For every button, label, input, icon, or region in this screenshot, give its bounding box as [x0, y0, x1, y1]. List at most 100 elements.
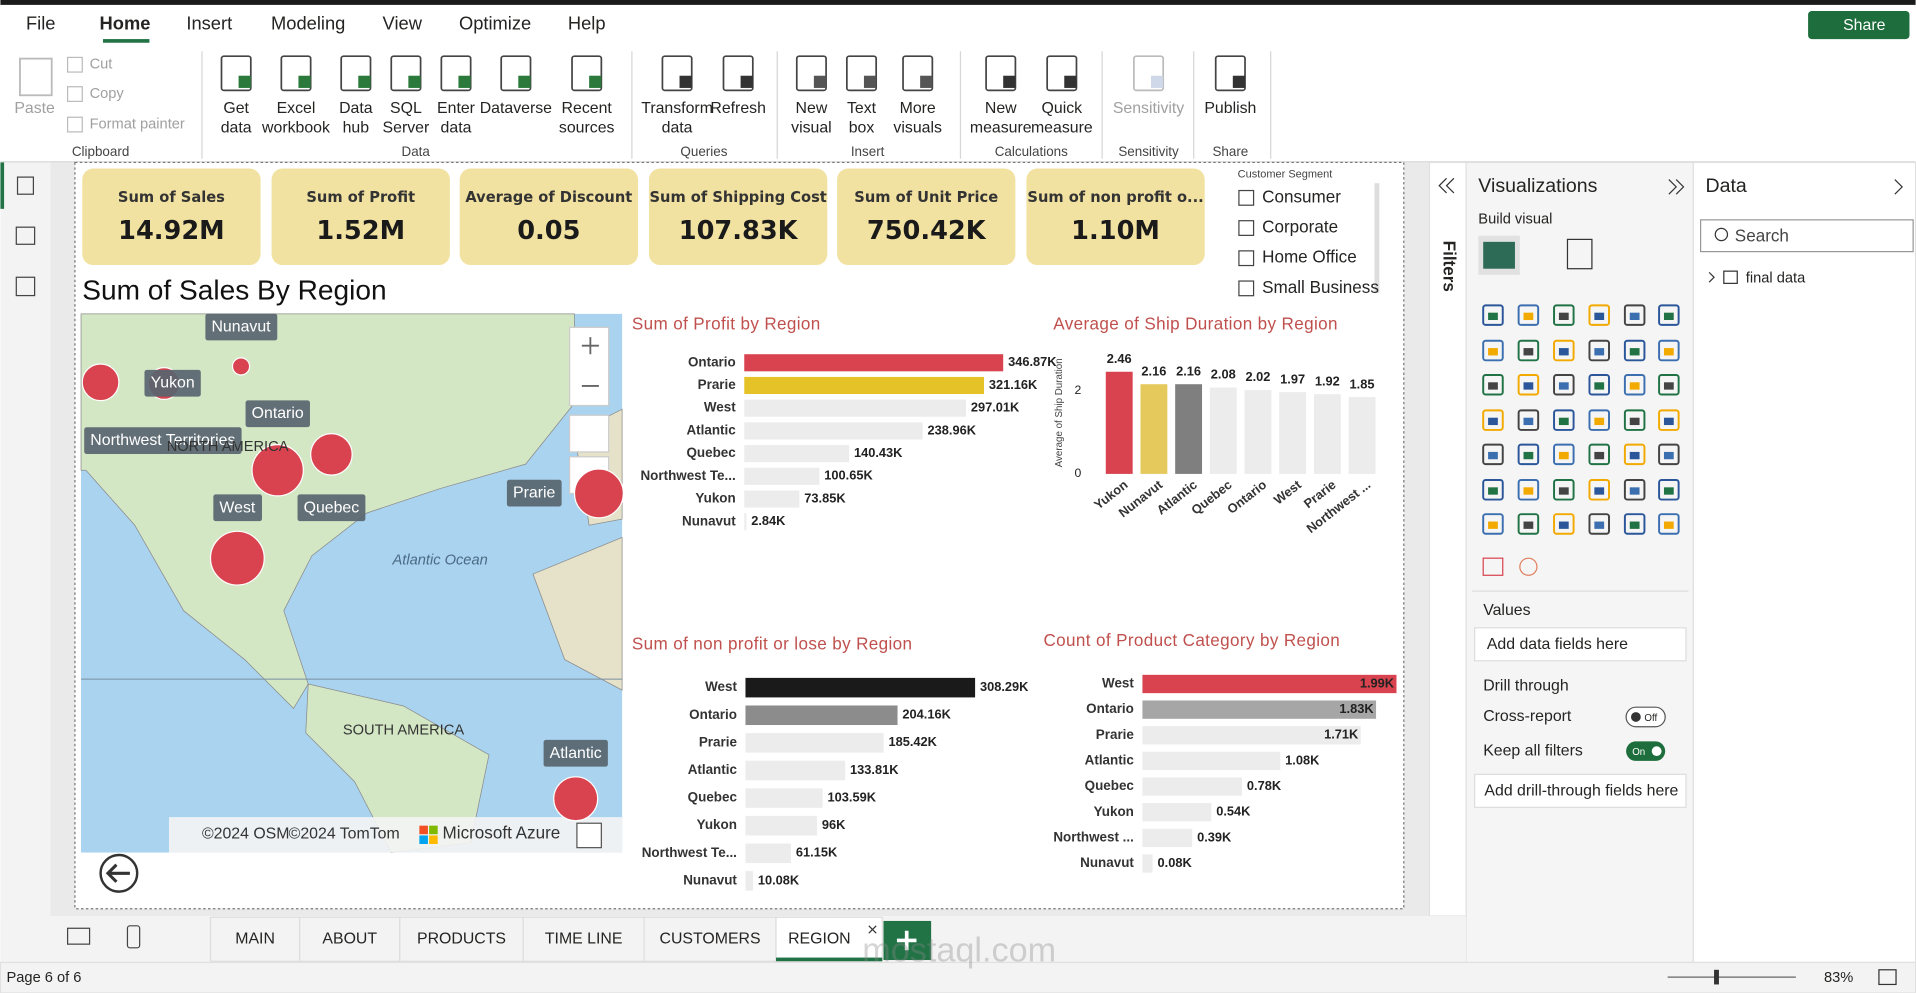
map-bubble[interactable]: [231, 357, 251, 376]
visual-type-icon[interactable]: [1519, 557, 1538, 576]
map-bubble[interactable]: [573, 468, 624, 519]
checkbox[interactable]: [1238, 250, 1255, 267]
checkbox[interactable]: [1238, 220, 1255, 236]
ribbon-button[interactable]: New: [985, 100, 1017, 117]
visual-type-icon[interactable]: [1517, 443, 1540, 466]
bar[interactable]: [745, 677, 976, 698]
ribbon-button[interactable]: data: [441, 119, 472, 136]
visual-type-icon[interactable]: [1482, 409, 1504, 431]
bar[interactable]: [1142, 854, 1153, 873]
bar[interactable]: [1140, 384, 1168, 474]
bar[interactable]: [744, 422, 923, 440]
visual-type-icon[interactable]: [1553, 339, 1575, 362]
bar[interactable]: [1142, 726, 1361, 745]
ribbon-button[interactable]: measure: [1031, 119, 1093, 136]
bar[interactable]: [1142, 674, 1397, 694]
visual-type-icon[interactable]: [1588, 339, 1610, 362]
visual-type-icon[interactable]: [1517, 409, 1540, 431]
close-tab-icon[interactable]: [868, 925, 877, 934]
expand-icon[interactable]: [1894, 179, 1904, 195]
bar[interactable]: [744, 399, 966, 417]
table-view-icon[interactable]: [15, 226, 36, 245]
ribbon-button[interactable]: SQL: [390, 100, 422, 117]
fit-page-icon[interactable]: [1878, 969, 1897, 986]
checkbox[interactable]: [1238, 280, 1255, 297]
visual-type-icon[interactable]: [1658, 513, 1680, 535]
expand-icon[interactable]: [1668, 179, 1685, 195]
visual-type-icon[interactable]: [1553, 479, 1575, 501]
ribbon-tab[interactable]: Help: [568, 12, 606, 33]
ribbon-tab[interactable]: View: [383, 12, 423, 33]
page-tab-label[interactable]: MAIN: [235, 930, 275, 947]
drop-well[interactable]: [1474, 627, 1687, 662]
page-tab-label[interactable]: ABOUT: [322, 930, 377, 947]
map-bubble[interactable]: [81, 363, 120, 402]
ribbon-button[interactable]: Copy: [90, 86, 125, 102]
bar[interactable]: [745, 871, 753, 891]
visual-type-icon[interactable]: [1553, 443, 1575, 466]
ribbon-button[interactable]: data: [221, 119, 252, 136]
toggle[interactable]: [1626, 741, 1666, 761]
visual-type-icon[interactable]: [1517, 479, 1540, 501]
ribbon-button[interactable]: workbook: [261, 119, 330, 136]
bar[interactable]: [1142, 828, 1193, 848]
map-bubble[interactable]: [553, 776, 599, 822]
bar[interactable]: [1105, 371, 1133, 474]
ribbon-button[interactable]: Excel: [277, 100, 316, 117]
ribbon-button[interactable]: More: [900, 100, 936, 117]
visual-type-icon[interactable]: [1588, 443, 1610, 466]
ribbon-tab[interactable]: Insert: [186, 12, 232, 33]
visual-type-icon[interactable]: [1658, 409, 1680, 431]
bar[interactable]: [745, 788, 823, 808]
visual-type-icon[interactable]: [1658, 443, 1680, 466]
visual-type-icon[interactable]: [1658, 373, 1680, 396]
tilt-control[interactable]: [568, 414, 610, 453]
bar[interactable]: [1142, 777, 1243, 796]
visual-type-icon[interactable]: [1482, 373, 1504, 396]
visual-type-icon[interactable]: [1588, 479, 1610, 501]
ribbon-button[interactable]: Publish: [1204, 100, 1256, 117]
ribbon-button[interactable]: Recent: [562, 100, 613, 117]
bar[interactable]: [1313, 394, 1341, 474]
share-button[interactable]: [1808, 10, 1910, 40]
slicer-option[interactable]: Home Office: [1262, 248, 1357, 267]
bar[interactable]: [745, 843, 792, 864]
ribbon-button[interactable]: measure: [970, 119, 1032, 136]
report-view-icon[interactable]: [16, 176, 35, 195]
ribbon-button[interactable]: Refresh: [710, 100, 766, 117]
ribbon-button[interactable]: Server: [383, 119, 430, 136]
slicer-option[interactable]: Corporate: [1262, 218, 1338, 237]
visual-type-icon[interactable]: [1658, 479, 1680, 501]
page-tab-label[interactable]: CUSTOMERS: [660, 930, 761, 947]
visual-type-icon[interactable]: [1553, 304, 1575, 326]
ribbon-tab[interactable]: Home: [100, 12, 151, 33]
bar[interactable]: [1175, 384, 1203, 474]
visual-type-icon[interactable]: [1482, 479, 1504, 501]
ribbon-button[interactable]: Data: [339, 100, 373, 117]
visual-type-icon[interactable]: [1588, 513, 1610, 535]
visual-type-icon[interactable]: [1658, 304, 1680, 326]
visual-type-icon[interactable]: [1482, 513, 1504, 535]
bar[interactable]: [744, 376, 984, 395]
device-icon[interactable]: [126, 925, 141, 949]
format-icon[interactable]: [1566, 238, 1593, 270]
visual-type-icon[interactable]: [1553, 513, 1575, 535]
page-tab-label[interactable]: PRODUCTS: [417, 930, 506, 947]
visual-type-icon[interactable]: [1517, 339, 1540, 362]
bar[interactable]: [744, 445, 850, 463]
visual-type-icon[interactable]: [1623, 479, 1646, 501]
visual-type-icon[interactable]: [1623, 304, 1646, 326]
bar[interactable]: [1279, 392, 1307, 474]
ribbon-button[interactable]: Format painter: [90, 116, 185, 132]
visual-type-icon[interactable]: [1482, 339, 1504, 362]
ribbon-button[interactable]: Get: [223, 100, 249, 117]
slicer-option[interactable]: Consumer: [1262, 187, 1341, 206]
visual-type-icon[interactable]: [1658, 339, 1680, 362]
page-tab-label[interactable]: TIME LINE: [545, 930, 623, 947]
search-box[interactable]: [1700, 219, 1914, 253]
page-tab[interactable]: [643, 916, 777, 962]
bar[interactable]: [744, 467, 820, 485]
map-bubble[interactable]: [251, 443, 304, 497]
visual-type-icon[interactable]: [1553, 373, 1575, 396]
ribbon-button[interactable]: Quick: [1042, 100, 1083, 117]
